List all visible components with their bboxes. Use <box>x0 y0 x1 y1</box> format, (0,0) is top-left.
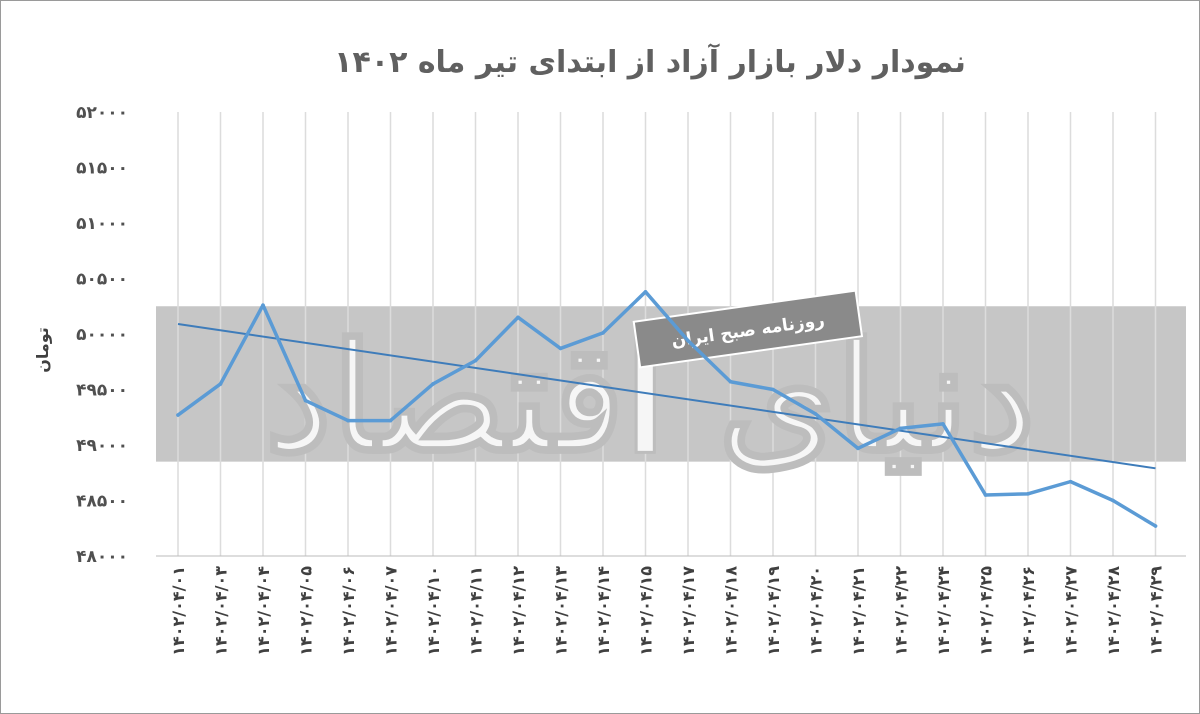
data-point <box>1111 498 1115 503</box>
x-tick-label: ۱۴۰۲/۰۴/۰۱ <box>169 566 188 656</box>
watermark: دنیای اقتصاد <box>263 309 1036 488</box>
x-tick-label: ۱۴۰۲/۰۴/۱۹ <box>764 566 783 656</box>
chart-title: نمودار دلار بازار آزاد از ابتدای تیر ماه… <box>334 43 966 80</box>
x-tick-label: ۱۴۰۲/۰۴/۰۵ <box>297 566 316 656</box>
data-point <box>898 426 903 431</box>
y-tick-label: ۵۰۰۰۰ <box>76 325 128 345</box>
data-point <box>261 303 265 307</box>
data-point <box>1153 524 1158 528</box>
x-tick-label: ۱۴۰۲/۰۴/۱۳ <box>552 566 571 656</box>
x-tick-label: ۱۴۰۲/۰۴/۲۹ <box>1147 566 1166 656</box>
x-tick-label: ۱۴۰۲/۰۴/۱۰ <box>424 566 443 656</box>
y-tick-label: ۴۸۵۰۰ <box>76 492 128 512</box>
x-tick-label: ۱۴۰۲/۰۴/۱۱ <box>467 566 486 656</box>
data-point <box>558 346 563 351</box>
watermark-stamp: روزنامه صبح ایران <box>632 289 864 369</box>
data-point <box>686 338 690 343</box>
y-tick-label: ۴۹۰۰۰ <box>76 436 128 456</box>
data-point <box>771 387 775 392</box>
x-tick-label: ۱۴۰۲/۰۴/۰۷ <box>382 566 401 656</box>
x-tick-label: ۱۴۰۲/۰۴/۰۴ <box>254 566 273 656</box>
data-point <box>856 446 860 451</box>
x-tick-label: ۱۴۰۲/۰۴/۱۴ <box>594 566 613 656</box>
data-point <box>728 379 733 384</box>
series-points <box>176 290 1158 528</box>
data-point <box>473 358 478 363</box>
watermark-text: دنیای اقتصاد <box>265 310 1035 486</box>
trendline <box>177 323 1156 470</box>
x-tick-label: ۱۴۰۲/۰۴/۲۴ <box>934 566 953 656</box>
y-tick-label: ۵۱۰۰۰ <box>76 214 128 234</box>
data-point <box>388 418 393 423</box>
data-point <box>346 418 350 423</box>
x-tick-label: ۱۴۰۲/۰۴/۱۲ <box>509 566 528 656</box>
x-tick-label: ۱۴۰۲/۰۴/۲۱ <box>849 566 868 656</box>
data-point <box>643 290 648 294</box>
data-point <box>218 382 223 386</box>
x-tick-label: ۱۴۰۲/۰۴/۰۳ <box>212 566 231 656</box>
data-point <box>1068 479 1073 484</box>
x-tick-label: ۱۴۰۲/۰۴/۲۵ <box>977 566 996 656</box>
y-tick-label: ۵۰۵۰۰ <box>76 270 128 290</box>
x-axis-ticks: ۱۴۰۲/۰۴/۰۱ ۱۴۰۲/۰۴/۰۳ ۱۴۰۲/۰۴/۰۴ ۱۴۰۲/۰۴/۰۵… <box>169 566 1166 656</box>
data-point <box>813 412 818 416</box>
x-tick-label: ۱۴۰۲/۰۴/۱۸ <box>722 566 741 656</box>
data-point <box>601 331 605 335</box>
data-point <box>303 398 308 403</box>
x-tick-label: ۱۴۰۲/۰۴/۲۷ <box>1062 566 1081 656</box>
data-point <box>983 493 988 497</box>
y-axis-ticks: ۴۸۰۰۰ ۴۸۵۰۰ ۴۹۰۰۰ ۴۹۵۰۰ ۵۰۰۰۰ ۵۰۵۰۰ ۵۱۰۰۰ ۵۱۵۰۰… <box>76 103 128 567</box>
x-tick-label: ۱۴۰۲/۰۴/۰۶ <box>339 566 358 656</box>
y-tick-label: ۵۱۵۰۰ <box>76 159 128 179</box>
data-point <box>1026 492 1030 496</box>
x-tick-label: ۱۴۰۲/۰۴/۲۸ <box>1104 566 1123 656</box>
y-tick-label: ۵۲۰۰۰ <box>76 103 128 123</box>
y-tick-label: ۴۸۰۰۰ <box>76 547 128 567</box>
x-tick-label: ۱۴۰۲/۰۴/۱۵ <box>637 566 656 656</box>
y-axis-label: تومان <box>33 327 52 373</box>
x-tick-label: ۱۴۰۲/۰۴/۱۷ <box>679 566 698 656</box>
x-tick-label: ۱۴۰۲/۰۴/۲۲ <box>892 566 911 656</box>
x-tick-label: ۱۴۰۲/۰۴/۲۰ <box>807 566 826 656</box>
x-tick-label: ۱۴۰۲/۰۴/۲۶ <box>1019 566 1038 656</box>
data-point <box>431 382 435 386</box>
y-tick-label: ۴۹۵۰۰ <box>76 381 128 401</box>
data-point <box>941 422 945 426</box>
data-point <box>516 315 520 320</box>
data-point <box>176 413 180 417</box>
series-line <box>176 290 1158 528</box>
